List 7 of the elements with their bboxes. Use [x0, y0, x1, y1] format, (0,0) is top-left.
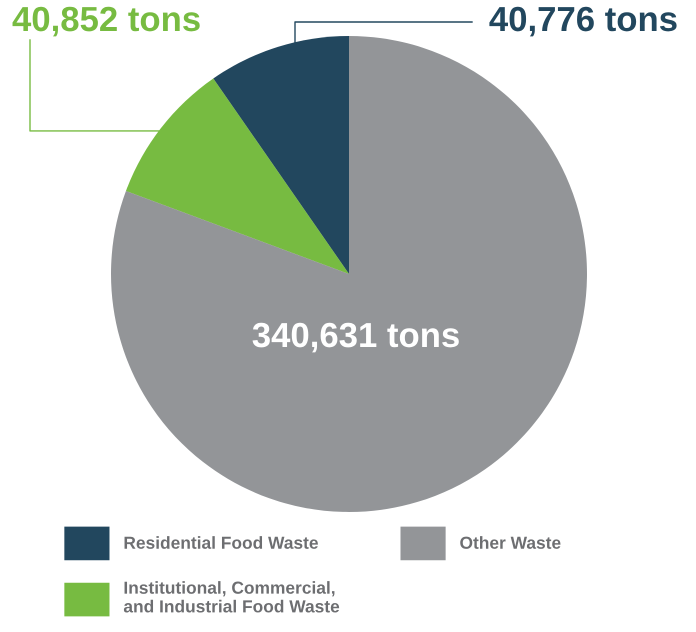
legend-label: Residential Food Waste — [124, 536, 318, 549]
pie-slice — [111, 36, 587, 512]
data-label: 40,852 tons — [12, 6, 200, 36]
data-label: 340,631 tons — [252, 322, 459, 352]
legend-label: Institutional, Commercial, and Industrial Food Waste — [124, 581, 340, 613]
data-label: 40,776 tons — [489, 6, 677, 36]
legend-label: Other Waste — [460, 536, 561, 549]
